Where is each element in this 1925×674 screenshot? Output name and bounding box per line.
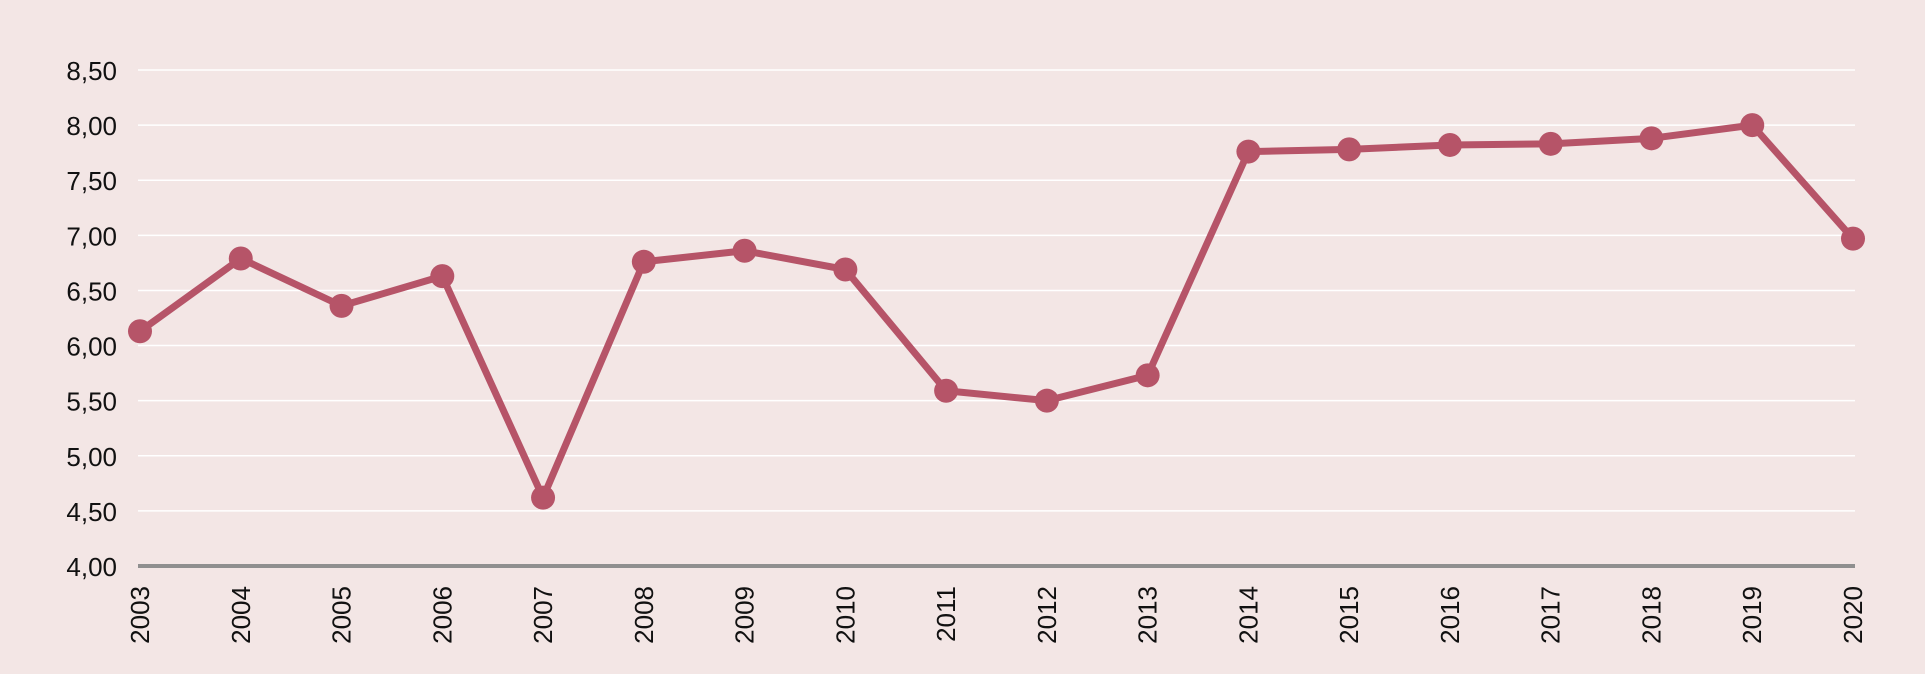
- data-point-2010: [833, 257, 858, 282]
- y-axis: 4,00 4,50 5,00 5,50 6,00 6,50 7,00 7,50 8,00 8,50: [66, 56, 117, 582]
- x-tick-label: 2007: [528, 586, 558, 644]
- data-point-2009: [732, 238, 757, 263]
- y-tick-label: 7,00: [66, 221, 117, 251]
- data-point-2020: [1841, 226, 1865, 251]
- x-tick-label: 2018: [1636, 586, 1666, 644]
- x-tick-label: 2008: [629, 586, 659, 644]
- x-tick-label: 2004: [226, 586, 256, 644]
- data-point-2013: [1135, 363, 1160, 388]
- y-tick-label: 8,50: [66, 56, 117, 86]
- y-tick-label: 6,00: [66, 332, 117, 362]
- y-tick-label: 6,50: [66, 276, 117, 306]
- series-group: [128, 113, 1865, 510]
- data-point-2017: [1538, 131, 1563, 156]
- x-tick-label: 2019: [1737, 586, 1767, 644]
- x-tick-label: 2006: [427, 586, 457, 644]
- x-tick-label: 2005: [327, 586, 357, 644]
- series-line: [136, 121, 1857, 502]
- data-point-2015: [1337, 137, 1362, 162]
- x-tick-label: 2015: [1334, 586, 1364, 644]
- data-point-2014: [1236, 139, 1261, 164]
- data-point-2006: [430, 264, 455, 289]
- grid-lines: [138, 69, 1855, 512]
- x-tick-label: 2012: [1032, 586, 1062, 644]
- data-point-2007: [531, 485, 556, 510]
- data-point-2003: [128, 319, 152, 344]
- data-point-2008: [631, 249, 656, 274]
- y-tick-label: 4,50: [66, 497, 117, 527]
- x-tick-label: 2011: [931, 586, 961, 642]
- y-tick-label: 8,00: [66, 111, 117, 141]
- data-point-2004: [228, 246, 253, 271]
- x-tick-label: 2020: [1838, 586, 1868, 644]
- x-tick-label: 2009: [730, 586, 760, 644]
- data-point-2012: [1034, 388, 1059, 413]
- x-tick-label: 2016: [1435, 586, 1465, 644]
- data-point-2018: [1639, 126, 1664, 151]
- x-tick-label: 2014: [1233, 586, 1263, 644]
- x-tick-label: 2010: [830, 586, 860, 644]
- y-tick-label: 4,00: [66, 552, 117, 582]
- x-tick-label: 2017: [1536, 586, 1566, 644]
- x-axis: 2003 2004 2005 2006 2007 2008 2009 2010 2011 2012…: [125, 586, 1868, 644]
- data-point-2016: [1437, 132, 1462, 157]
- data-point-2005: [329, 293, 354, 318]
- x-tick-label: 2013: [1133, 586, 1163, 644]
- y-tick-label: 7,50: [66, 166, 117, 196]
- data-point-2011: [934, 378, 959, 403]
- data-point-2019: [1740, 113, 1765, 138]
- y-tick-label: 5,50: [66, 387, 117, 417]
- y-tick-label: 5,00: [66, 442, 117, 472]
- x-tick-label: 2003: [125, 586, 155, 644]
